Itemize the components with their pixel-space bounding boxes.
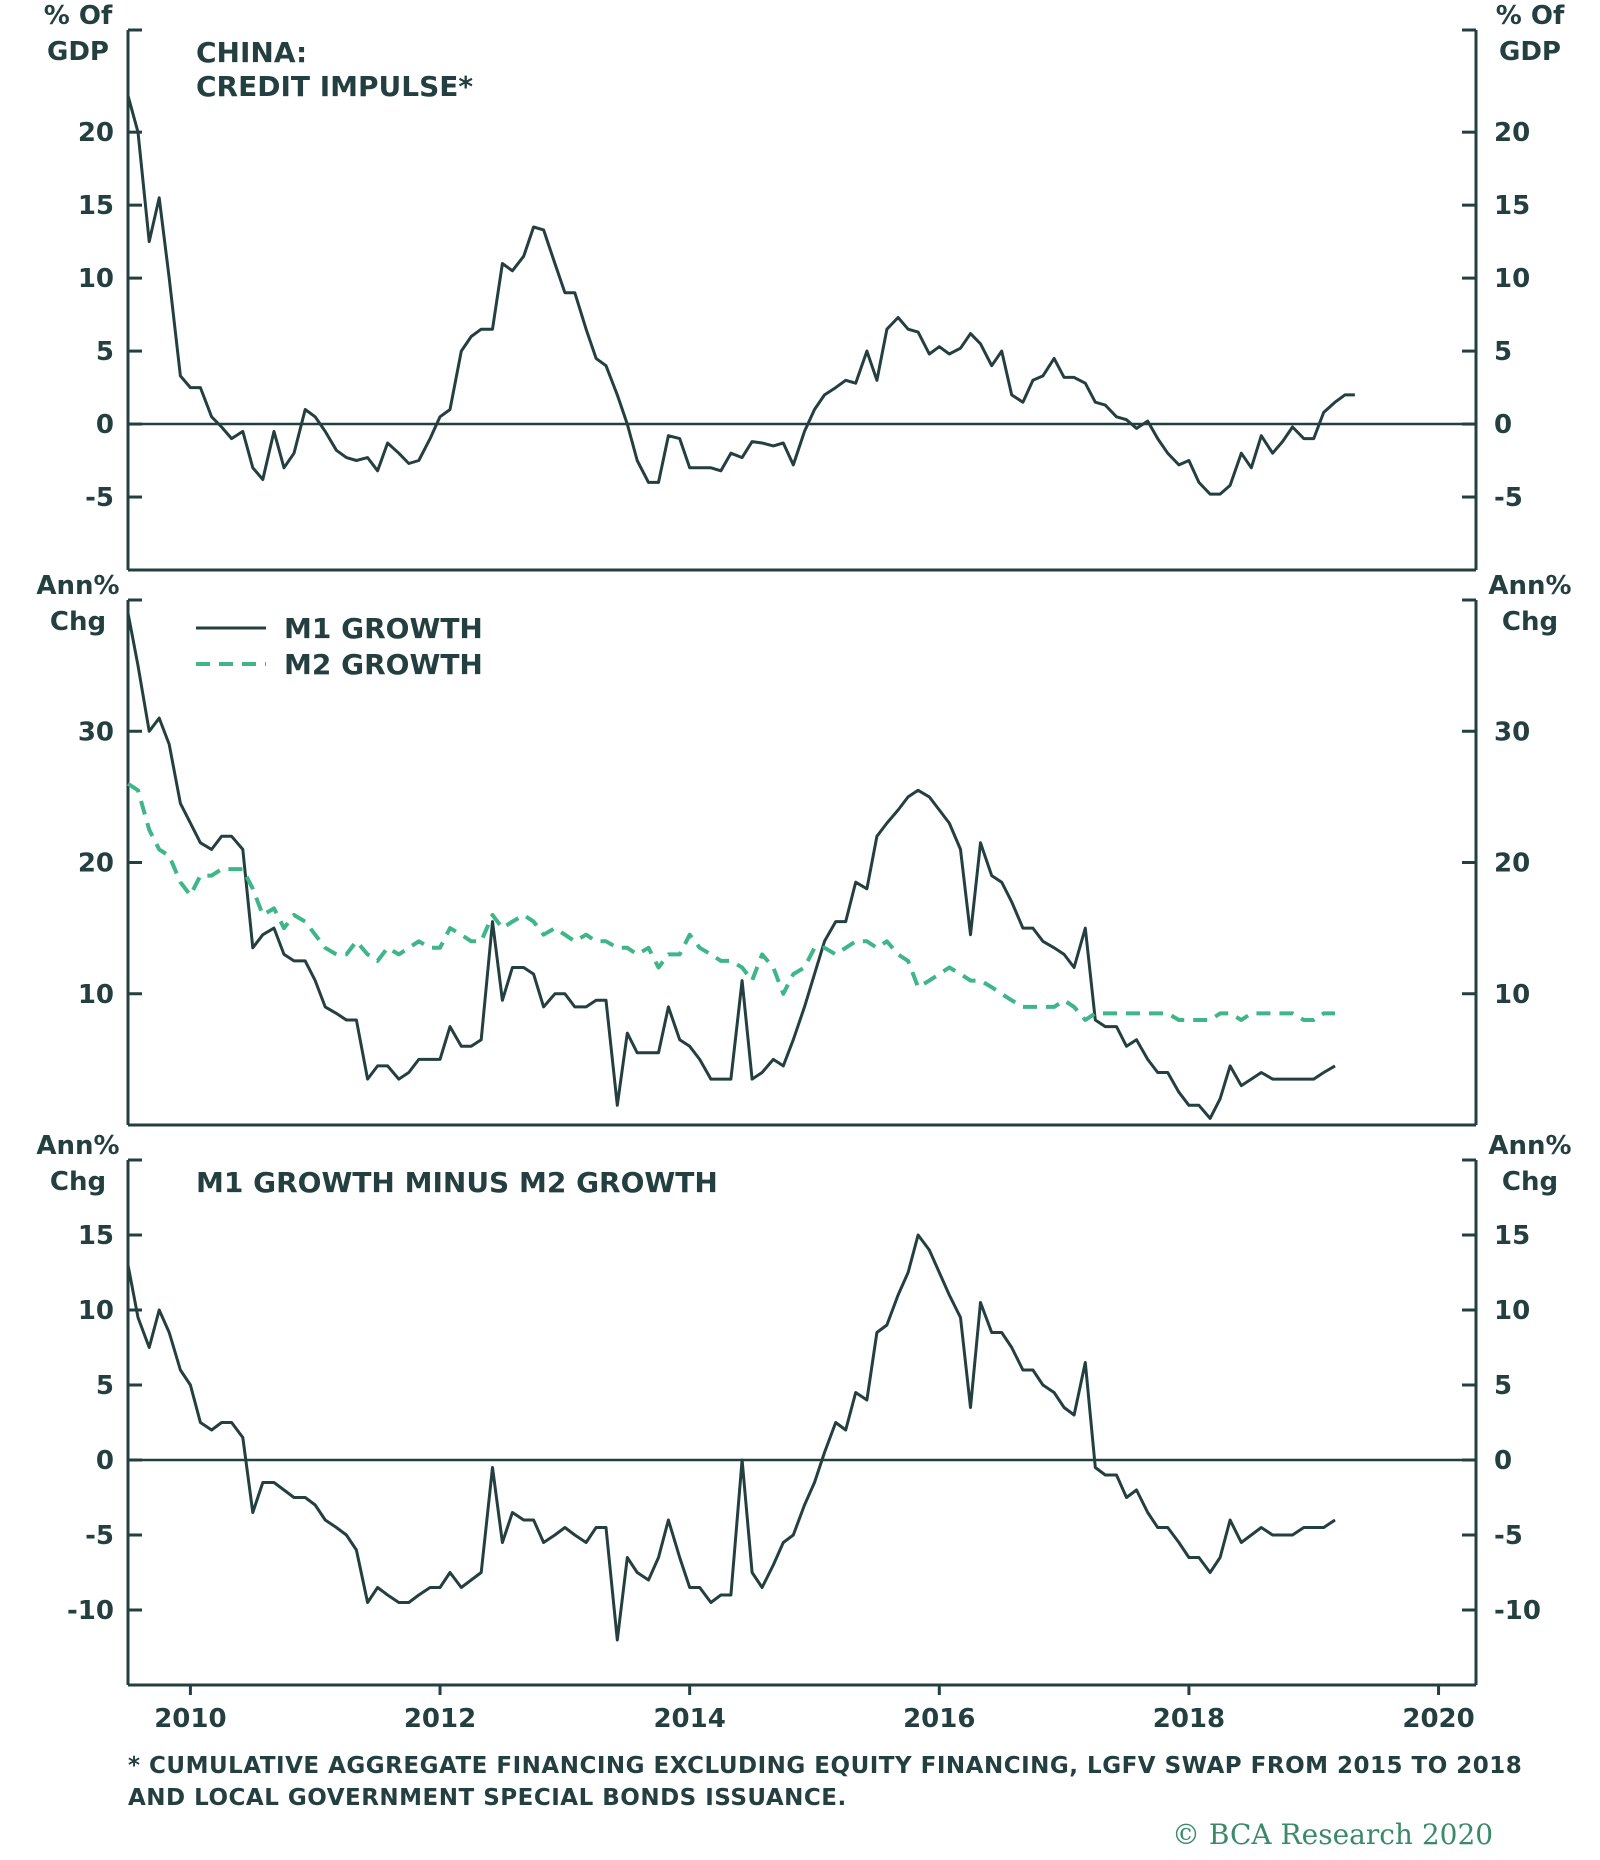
y-axis-label-right: GDP bbox=[1499, 37, 1561, 67]
y-tick-label-right: 20 bbox=[1494, 118, 1530, 148]
y-tick-label-left: 5 bbox=[96, 337, 114, 367]
panel-3 bbox=[126, 1158, 1478, 1687]
y-tick-label-right: 15 bbox=[1494, 1221, 1530, 1251]
y-tick-label-right: 5 bbox=[1494, 337, 1512, 367]
x-tick-label: 2014 bbox=[653, 1704, 725, 1734]
y-tick-label-left: -10 bbox=[67, 1596, 114, 1626]
y-tick-label-left: 10 bbox=[78, 264, 114, 294]
x-tick-label: 2016 bbox=[903, 1704, 975, 1734]
y-axis-label-left: % Of bbox=[44, 1, 113, 31]
y-axis-label-right: % Of bbox=[1496, 1, 1565, 31]
panel-1 bbox=[126, 28, 1478, 572]
y-tick-label-right: -5 bbox=[1494, 483, 1523, 513]
y-axis-label-left: Ann% bbox=[36, 571, 119, 601]
y-tick-label-left: 0 bbox=[96, 410, 114, 440]
series-line-m2-growth bbox=[126, 782, 1335, 1022]
y-axis-label-right: Chg bbox=[1502, 607, 1558, 637]
y-axis-label-left: GDP bbox=[47, 37, 109, 67]
y-tick-label-left: 0 bbox=[96, 1446, 114, 1476]
y-tick-label-left: 10 bbox=[78, 1296, 114, 1326]
y-tick-label-right: 15 bbox=[1494, 191, 1530, 221]
panel-2 bbox=[126, 598, 1478, 1127]
y-tick-label-left: 15 bbox=[78, 1221, 114, 1251]
footnote: * CUMULATIVE AGGREGATE FINANCING EXCLUDI… bbox=[128, 1750, 1568, 1814]
y-tick-label-right: 20 bbox=[1494, 849, 1530, 879]
y-tick-label-left: 20 bbox=[78, 849, 114, 879]
y-tick-label-right: 30 bbox=[1494, 717, 1530, 747]
series-line-m1-growth bbox=[126, 612, 1336, 1120]
y-axis-label-right: Chg bbox=[1502, 1167, 1558, 1197]
y-tick-label-right: -5 bbox=[1494, 1521, 1523, 1551]
y-tick-label-right: -10 bbox=[1494, 1596, 1541, 1626]
x-tick-label: 2012 bbox=[404, 1704, 476, 1734]
x-tick-label: 2010 bbox=[154, 1704, 226, 1734]
y-tick-label-right: 10 bbox=[1494, 980, 1530, 1010]
y-axis-label-left: Chg bbox=[50, 1167, 106, 1197]
y-tick-label-left: 30 bbox=[78, 717, 114, 747]
y-tick-label-left: 10 bbox=[78, 980, 114, 1010]
y-tick-label-right: 0 bbox=[1494, 410, 1512, 440]
y-axis-label-left: Ann% bbox=[36, 1131, 119, 1161]
panel-subtitle: CREDIT IMPULSE* bbox=[196, 70, 473, 103]
y-tick-label-right: 5 bbox=[1494, 1371, 1512, 1401]
y-axis-label-left: Chg bbox=[50, 607, 106, 637]
x-tick-label: 2018 bbox=[1153, 1704, 1225, 1734]
series-line-credit-impulse bbox=[126, 95, 1355, 496]
y-tick-label-left: -5 bbox=[85, 483, 114, 513]
y-tick-label-left: 20 bbox=[78, 118, 114, 148]
y-tick-label-right: 0 bbox=[1494, 1446, 1512, 1476]
footnote-line-1: * CUMULATIVE AGGREGATE FINANCING EXCLUDI… bbox=[128, 1753, 1523, 1779]
y-axis-label-right: Ann% bbox=[1488, 571, 1571, 601]
footnote-line-2: AND LOCAL GOVERNMENT SPECIAL BONDS ISSUA… bbox=[128, 1785, 847, 1811]
legend-label-1: M1 GROWTH bbox=[284, 612, 483, 645]
y-tick-label-left: 15 bbox=[78, 191, 114, 221]
y-tick-label-right: 10 bbox=[1494, 264, 1530, 294]
y-tick-label-left: -5 bbox=[85, 1521, 114, 1551]
y-axis-label-right: Ann% bbox=[1488, 1131, 1571, 1161]
panel-title: CHINA: bbox=[196, 36, 307, 69]
series-line-m1-growth-minus-m2-growth bbox=[126, 1233, 1336, 1642]
x-tick-label: 2020 bbox=[1402, 1704, 1474, 1734]
legend-label-2: M2 GROWTH bbox=[284, 648, 483, 681]
y-tick-label-right: 10 bbox=[1494, 1296, 1530, 1326]
y-tick-label-left: 5 bbox=[96, 1371, 114, 1401]
panel-title: M1 GROWTH MINUS M2 GROWTH bbox=[196, 1166, 718, 1199]
copyright-credit: © BCA Research 2020 bbox=[1172, 1818, 1494, 1851]
